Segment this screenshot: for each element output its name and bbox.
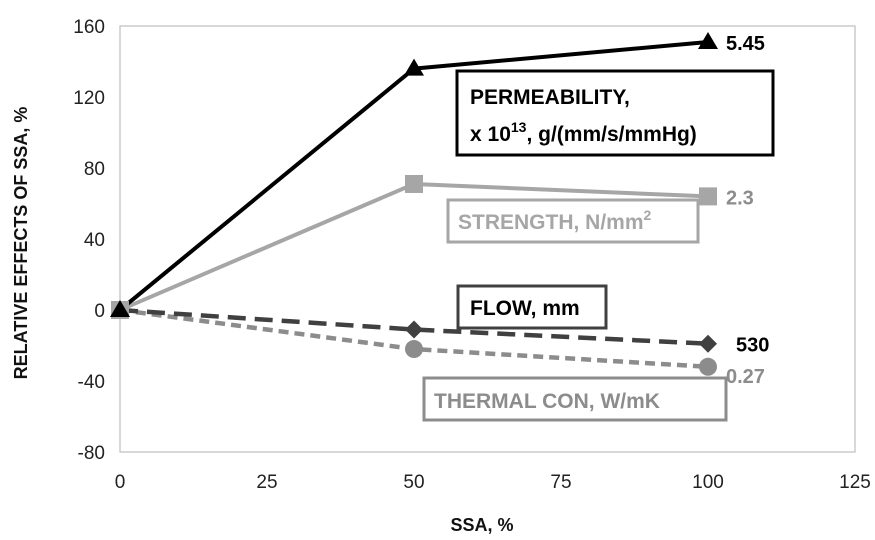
plot-area xyxy=(119,25,856,453)
data-point-permeability xyxy=(698,31,718,49)
label-box xyxy=(446,198,700,244)
series-line-flow xyxy=(119,307,709,346)
y-axis-title: RELATIVE EFFECTS OF SSA, % xyxy=(11,107,31,380)
x-tick-label: 0 xyxy=(115,472,126,493)
x-tick-label: 75 xyxy=(550,472,571,493)
end-label-permeability: 5.45 xyxy=(726,33,765,55)
data-point-strength xyxy=(699,187,717,206)
x-axis-title: SSA, % xyxy=(450,515,513,535)
label-box xyxy=(422,376,728,422)
x-tick-label: 50 xyxy=(403,472,424,493)
series-labels: PERMEABILITY, x 1013, g/(mm/s/mmHg) STRENG… xyxy=(422,69,775,422)
end-label-strength: 2.3 xyxy=(726,187,754,209)
label-flow: FLOW, mm xyxy=(470,297,580,320)
data-point-thermal xyxy=(405,340,423,359)
y-tick-label: -80 xyxy=(78,443,105,464)
end-label-flow: 530 xyxy=(736,335,769,357)
y-tick-label: 120 xyxy=(73,88,105,109)
end-label-thermal: 0.27 xyxy=(726,366,765,388)
y-tick-label: 40 xyxy=(84,230,105,251)
y-tick-label: 80 xyxy=(84,159,105,180)
tick-labels: 0 25 50 75 100 125 -80 -40 0 40 80 120 160 xyxy=(73,17,871,493)
data-point-flow xyxy=(405,320,423,339)
label-permeability-units: x 1013, g/(mm/s/mmHg) xyxy=(470,119,697,146)
end-labels: 5.45 2.3 530 0.27 xyxy=(726,33,769,388)
data-point-permeability xyxy=(404,58,424,76)
x-tick-label: 100 xyxy=(692,472,724,493)
plot-border xyxy=(119,25,856,453)
label-permeability: PERMEABILITY, xyxy=(470,86,630,109)
x-tick-label: 25 xyxy=(256,472,277,493)
label-box xyxy=(455,69,775,157)
x-tick-label: 125 xyxy=(839,472,871,493)
y-tick-label: 160 xyxy=(73,17,105,38)
label-box xyxy=(456,284,608,330)
data-point-strength xyxy=(405,174,423,193)
label-strength: STRENGTH, N/mm2 xyxy=(458,207,652,234)
y-tick-label: 0 xyxy=(94,301,105,322)
data-point-flow xyxy=(699,334,717,353)
data-point-thermal xyxy=(699,357,717,376)
data-point-permeability xyxy=(110,300,130,317)
series-markers xyxy=(110,31,718,376)
label-thermal: THERMAL CON, W/mK xyxy=(434,390,660,413)
y-tick-label: -40 xyxy=(78,372,105,393)
